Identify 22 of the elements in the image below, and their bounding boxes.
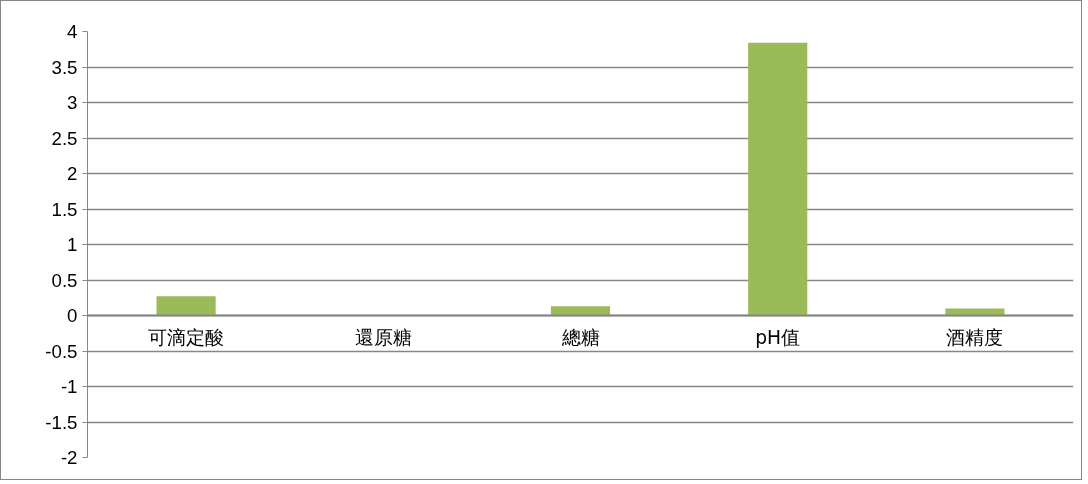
- bar: [945, 308, 1005, 316]
- y-tick-label: 3: [67, 92, 78, 113]
- y-tick-label: 0: [67, 305, 78, 326]
- y-tick-label: 2: [67, 163, 78, 184]
- x-tick-label: 可滴定酸: [148, 326, 225, 348]
- y-tick-label: 1.5: [51, 198, 78, 220]
- y-tick-label: 2.5: [51, 127, 78, 149]
- y-tick-label: 3.5: [51, 56, 78, 78]
- bar: [156, 296, 216, 316]
- x-tick-label: pH值: [755, 326, 801, 348]
- y-tick-label: -2: [60, 447, 78, 468]
- y-tick-label: 0.5: [51, 269, 78, 291]
- y-tick-label: -1: [60, 376, 78, 397]
- y-tick-label: 4: [67, 21, 78, 42]
- x-tick-label: 酒精度: [946, 326, 1004, 348]
- y-tick-label: -0.5: [45, 340, 78, 362]
- x-tick-label: 總糖: [560, 326, 600, 348]
- y-tick-label: -1.5: [45, 411, 78, 433]
- bar: [748, 42, 808, 316]
- x-tick-label: 還原糖: [354, 326, 412, 348]
- y-tick-label: 1: [67, 234, 78, 255]
- bar: [550, 306, 611, 316]
